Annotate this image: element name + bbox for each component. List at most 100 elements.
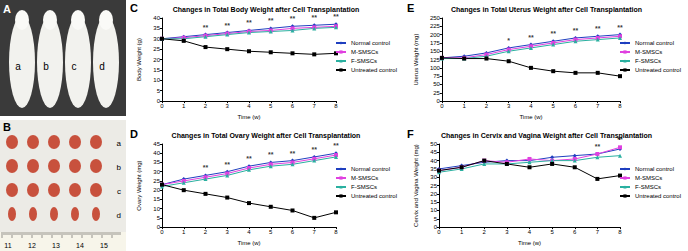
svg-text:*: *: [507, 37, 510, 44]
svg-text:**: **: [290, 15, 296, 22]
svg-text:Untreated control: Untreated control: [635, 67, 681, 73]
svg-text:1: 1: [182, 103, 186, 109]
svg-text:**: **: [595, 25, 601, 32]
svg-text:30: 30: [430, 174, 437, 180]
svg-text:M-SMSCs: M-SMSCs: [351, 175, 378, 181]
svg-text:8: 8: [618, 229, 622, 235]
svg-text:3: 3: [226, 103, 230, 109]
svg-text:0: 0: [160, 229, 164, 235]
svg-text:250: 250: [430, 15, 441, 21]
svg-text:Untreated control: Untreated control: [351, 67, 397, 73]
svg-text:**: **: [290, 150, 296, 157]
svg-text:5: 5: [550, 229, 554, 235]
svg-text:175: 175: [430, 40, 441, 46]
svg-text:75: 75: [433, 73, 440, 79]
svg-text:Uterus Weight (mg): Uterus Weight (mg): [413, 34, 419, 86]
svg-text:Time (w): Time (w): [518, 240, 541, 246]
svg-text:2: 2: [485, 103, 489, 109]
svg-text:0: 0: [440, 103, 444, 109]
svg-text:20: 20: [153, 187, 160, 193]
svg-text:50: 50: [433, 81, 440, 87]
svg-text:10: 10: [153, 77, 160, 83]
svg-text:15: 15: [100, 242, 108, 249]
svg-text:**: **: [225, 161, 231, 168]
svg-text:15: 15: [153, 67, 160, 73]
svg-text:14: 14: [76, 242, 84, 249]
svg-text:d: d: [99, 61, 105, 72]
svg-text:**: **: [268, 151, 274, 158]
svg-text:5: 5: [434, 216, 438, 222]
svg-text:1: 1: [182, 229, 186, 235]
svg-text:Ovary Weight (mg): Ovary Weight (mg): [136, 160, 142, 210]
svg-text:Cervix and Vagina Weight (mg): Cervix and Vagina Weight (mg): [413, 144, 419, 227]
svg-text:a: a: [117, 139, 122, 148]
svg-text:13: 13: [52, 242, 60, 249]
svg-text:0: 0: [437, 229, 441, 235]
svg-text:2: 2: [204, 103, 208, 109]
svg-text:D: D: [130, 128, 138, 140]
svg-text:45: 45: [430, 149, 437, 155]
svg-text:4: 4: [529, 103, 533, 109]
svg-text:**: **: [225, 22, 231, 29]
svg-text:25: 25: [153, 178, 160, 184]
svg-text:12: 12: [28, 242, 36, 249]
svg-text:**: **: [246, 155, 252, 162]
svg-text:6: 6: [574, 103, 578, 109]
svg-text:**: **: [550, 30, 556, 37]
svg-text:8: 8: [618, 103, 622, 109]
svg-text:4: 4: [247, 229, 251, 235]
svg-text:Untreated control: Untreated control: [351, 193, 397, 199]
svg-text:Changes in Cervix and Vagina W: Changes in Cervix and Vagina Weight afte…: [441, 132, 652, 140]
svg-text:Time (w): Time (w): [237, 114, 260, 120]
svg-text:25: 25: [430, 183, 437, 189]
svg-text:5: 5: [157, 215, 161, 221]
svg-text:**: **: [312, 146, 318, 153]
svg-text:F-SMSCs: F-SMSCs: [351, 58, 377, 64]
svg-text:**: **: [528, 34, 534, 41]
svg-text:150: 150: [430, 48, 441, 54]
svg-text:5: 5: [157, 88, 161, 94]
svg-text:7: 7: [596, 103, 600, 109]
svg-text:8: 8: [334, 103, 338, 109]
svg-text:Normal control: Normal control: [635, 40, 674, 46]
svg-text:5: 5: [269, 103, 273, 109]
svg-text:**: **: [246, 19, 252, 26]
svg-text:10: 10: [153, 206, 160, 212]
svg-text:M-SMSCs: M-SMSCs: [635, 175, 662, 181]
svg-text:**: **: [595, 143, 601, 150]
svg-text:Normal control: Normal control: [351, 40, 390, 46]
svg-text:F: F: [407, 128, 414, 140]
svg-text:Changes in Total Uterus Weight: Changes in Total Uterus Weight after Cel…: [451, 6, 642, 14]
svg-text:**: **: [203, 164, 209, 171]
svg-text:2: 2: [483, 229, 487, 235]
svg-text:**: **: [617, 24, 623, 31]
svg-text:8: 8: [334, 229, 338, 235]
svg-text:Normal control: Normal control: [351, 166, 390, 172]
svg-text:b: b: [117, 163, 122, 172]
svg-text:**: **: [268, 17, 274, 24]
svg-text:F-SMSCs: F-SMSCs: [635, 184, 661, 190]
svg-text:Time (w): Time (w): [519, 114, 542, 120]
svg-text:25: 25: [433, 90, 440, 96]
svg-text:3: 3: [507, 103, 511, 109]
svg-text:M-SMSCs: M-SMSCs: [351, 49, 378, 55]
svg-text:200: 200: [430, 32, 441, 38]
svg-text:c: c: [72, 61, 77, 72]
svg-text:20: 20: [430, 191, 437, 197]
svg-text:Changes in Total Body Weight a: Changes in Total Body Weight after Cell …: [173, 6, 359, 14]
svg-text:50: 50: [430, 141, 437, 147]
svg-text:a: a: [15, 61, 21, 72]
svg-text:**: **: [333, 13, 339, 20]
svg-text:1: 1: [463, 103, 467, 109]
svg-text:35: 35: [153, 25, 160, 31]
svg-text:d: d: [117, 211, 121, 220]
svg-text:30: 30: [153, 169, 160, 175]
svg-text:5: 5: [269, 229, 273, 235]
svg-text:Body Weight (g): Body Weight (g): [136, 38, 142, 81]
svg-text:6: 6: [291, 229, 295, 235]
svg-text:6: 6: [573, 229, 577, 235]
svg-text:3: 3: [505, 229, 509, 235]
svg-text:15: 15: [153, 196, 160, 202]
svg-text:15: 15: [430, 199, 437, 205]
svg-text:Untreated control: Untreated control: [635, 193, 681, 199]
